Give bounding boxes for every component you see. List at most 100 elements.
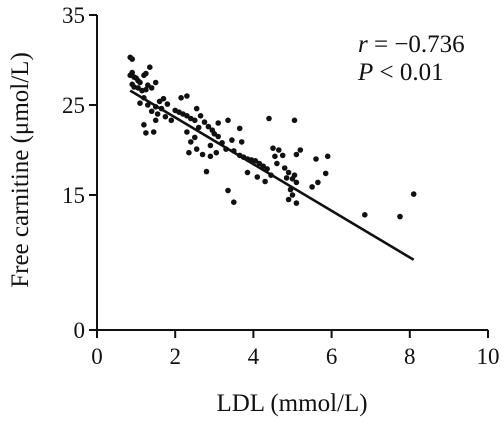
p-value-annotation: P < 0.01	[357, 59, 444, 86]
data-point	[137, 100, 143, 106]
data-point	[201, 119, 208, 125]
data-point	[188, 139, 194, 145]
data-point	[152, 104, 159, 110]
y-tick-label: 25	[62, 93, 85, 118]
data-point	[231, 199, 237, 205]
y-tick-label: 0	[74, 318, 86, 343]
data-point	[225, 117, 231, 124]
data-point	[160, 95, 167, 102]
data-point	[276, 147, 282, 153]
data-point	[244, 169, 251, 176]
data-point	[268, 172, 274, 178]
data-point	[229, 137, 235, 143]
y-tick-label: 35	[62, 3, 85, 28]
axes	[96, 15, 488, 331]
data-point	[324, 153, 331, 160]
x-tick-label: 2	[169, 344, 181, 369]
data-point	[199, 151, 206, 158]
correlation-annotation: r = −0.736	[358, 31, 465, 58]
data-point	[205, 123, 212, 130]
data-point	[215, 120, 221, 126]
r-symbol: r	[358, 31, 368, 58]
data-point	[186, 149, 192, 156]
data-point	[287, 186, 294, 193]
data-point	[184, 93, 190, 99]
data-point	[236, 125, 243, 132]
data-point	[289, 192, 296, 198]
data-point	[156, 98, 163, 105]
data-point	[154, 111, 161, 117]
p-symbol: P	[357, 59, 373, 86]
data-point	[162, 113, 169, 120]
data-point	[362, 212, 368, 218]
data-point	[322, 170, 329, 177]
data-point	[291, 117, 298, 124]
data-point	[238, 139, 245, 145]
x-axis-title: LDL (mmol/L)	[216, 390, 367, 417]
data-point	[260, 163, 267, 169]
data-point	[274, 160, 280, 167]
data-point	[141, 122, 147, 128]
data-point	[285, 169, 292, 176]
data-point	[215, 133, 221, 140]
x-tick-label: 0	[91, 344, 103, 369]
data-point	[148, 85, 155, 91]
data-point	[397, 213, 403, 220]
data-point	[152, 117, 159, 124]
data-point	[207, 142, 214, 149]
y-axis-title: Free carnitine (μmol/L)	[7, 52, 34, 288]
data-point	[129, 56, 135, 62]
data-point	[192, 117, 198, 124]
data-point	[211, 131, 218, 137]
data-point	[164, 101, 171, 107]
data-point	[281, 165, 288, 171]
data-point	[192, 134, 198, 141]
x-tick-label: 8	[404, 344, 416, 369]
data-point	[143, 70, 149, 77]
data-points	[127, 54, 417, 220]
data-point	[256, 160, 263, 167]
y-tick-label: 15	[62, 183, 85, 208]
data-point	[254, 174, 261, 180]
x-tick-label: 10	[477, 344, 500, 369]
data-point	[158, 105, 165, 112]
data-point	[147, 64, 153, 70]
data-point	[283, 175, 290, 181]
data-point	[193, 146, 200, 152]
data-point	[297, 147, 304, 153]
data-point	[219, 140, 225, 146]
data-point	[252, 158, 259, 164]
data-point	[207, 153, 214, 160]
data-point	[410, 191, 417, 197]
data-point	[168, 117, 175, 124]
data-point	[141, 95, 147, 101]
data-point	[135, 85, 141, 91]
data-point	[152, 79, 159, 86]
data-point	[143, 86, 149, 93]
data-point	[293, 179, 300, 186]
data-point	[195, 124, 202, 131]
data-point	[266, 115, 272, 122]
data-point	[293, 151, 300, 158]
p-value: < 0.01	[373, 59, 443, 86]
data-point	[264, 166, 270, 172]
data-point	[270, 145, 276, 151]
data-point	[223, 146, 229, 152]
data-point	[184, 113, 190, 119]
data-point	[148, 108, 155, 115]
data-point	[143, 130, 149, 136]
data-point	[313, 156, 319, 162]
data-point	[150, 129, 157, 135]
data-point	[291, 172, 298, 178]
data-point	[178, 95, 184, 101]
data-point	[193, 105, 200, 112]
ticks: 0 2 4 6 8 10 0 15 25 35	[62, 3, 500, 369]
data-point	[309, 184, 315, 190]
data-point	[293, 200, 300, 206]
data-point	[285, 196, 292, 203]
data-point	[262, 178, 268, 185]
data-point	[213, 149, 220, 156]
data-point	[279, 152, 286, 159]
data-point	[225, 187, 231, 194]
